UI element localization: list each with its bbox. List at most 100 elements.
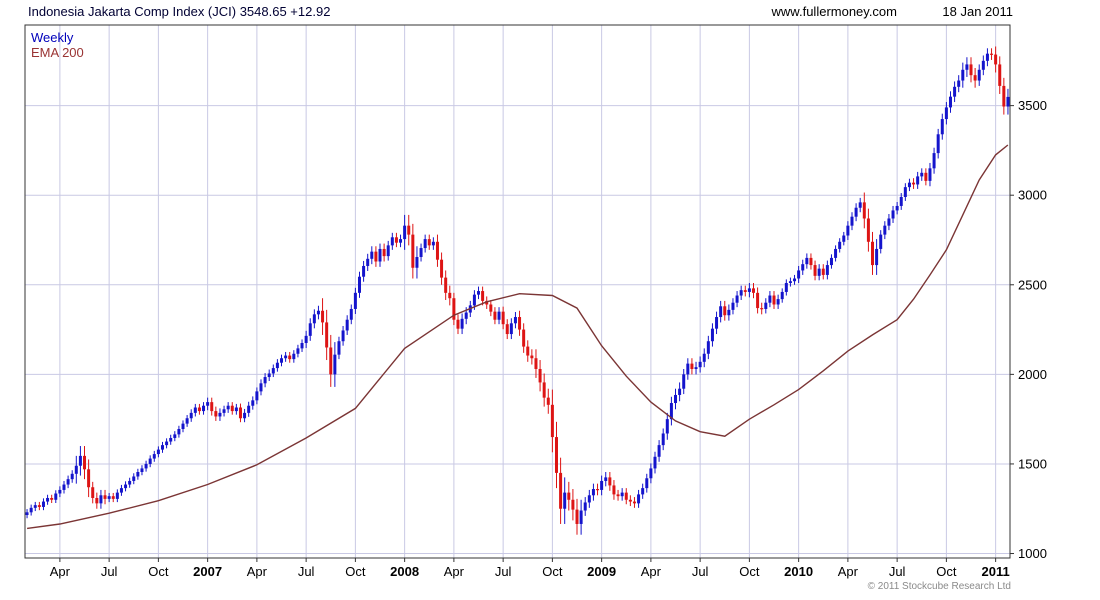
candle-body (423, 239, 427, 249)
candle-body (202, 405, 206, 412)
candle-body (349, 308, 353, 320)
candle-body (185, 418, 189, 424)
candle-body (694, 367, 698, 369)
candle-body (411, 234, 415, 268)
y-axis-label: 3500 (1018, 98, 1047, 113)
candle-body (156, 449, 160, 455)
candle-body (862, 202, 866, 219)
candle-body (394, 237, 398, 243)
website-link[interactable]: www.fullermoney.com (771, 4, 897, 19)
candle-body (444, 277, 448, 293)
candle-body (333, 354, 337, 375)
candle-body (957, 80, 961, 87)
candle-body (481, 291, 485, 301)
candle-body (768, 295, 772, 303)
x-axis-label: Oct (542, 564, 563, 579)
candle-body (95, 497, 99, 504)
candle-body (316, 310, 320, 315)
candle-body (571, 499, 575, 510)
candle-body (793, 278, 797, 282)
chart-legend: Weekly EMA 200 (31, 30, 84, 60)
candle-body (715, 317, 719, 329)
candle-body (990, 53, 994, 55)
candle-body (825, 265, 829, 275)
candle-body (403, 225, 407, 240)
candle-body (62, 484, 66, 490)
candle-body (222, 409, 226, 413)
candle-body (530, 355, 534, 359)
candle-body (210, 402, 214, 412)
x-axis-label: Oct (148, 564, 169, 579)
candle-body (456, 319, 460, 329)
candle-body (604, 477, 608, 481)
candle-body (928, 168, 932, 181)
candle-body (427, 239, 431, 246)
copyright-notice: © 2011 Stockcube Research Ltd (867, 581, 1011, 592)
candle-body (616, 494, 620, 497)
candle-body (895, 205, 899, 211)
candle-body (83, 455, 87, 470)
candle-body (575, 509, 579, 524)
candle-body (522, 329, 526, 347)
candle-body (916, 176, 920, 185)
candle-body (87, 469, 91, 488)
candle-body (485, 300, 489, 305)
candle-body (776, 299, 780, 305)
legend-weekly-label: Weekly (31, 30, 74, 45)
candle-body (538, 368, 542, 383)
candle-body (998, 64, 1002, 86)
candle-body (690, 363, 694, 369)
candle-body (407, 225, 411, 235)
candle-body (226, 405, 230, 410)
candle-body (780, 291, 784, 300)
chart-date: 18 Jan 2011 (942, 4, 1013, 19)
ema-line (27, 144, 1009, 530)
x-axis-label: Apr (247, 564, 268, 579)
candle-body (288, 355, 292, 360)
candle-body (542, 382, 546, 398)
candle-body (678, 388, 682, 395)
candle-body (719, 306, 723, 318)
candle-body (160, 445, 164, 450)
candle-body (932, 153, 936, 169)
candle-body (136, 472, 140, 477)
candle-body (608, 477, 612, 486)
candle-body (743, 290, 747, 292)
x-axis-label: 2010 (784, 564, 813, 579)
candle-body (702, 353, 706, 362)
x-axis-label: Jul (692, 564, 709, 579)
candle-body (128, 480, 132, 485)
candle-body (255, 391, 259, 401)
candle-body (341, 330, 345, 342)
candle-body (612, 485, 616, 495)
candle-body (509, 323, 513, 335)
candle-body (111, 496, 115, 499)
candle-body (251, 400, 255, 406)
candle-body (735, 295, 739, 303)
candle-body (747, 288, 751, 292)
candle-body (300, 343, 304, 349)
candle-body (46, 497, 50, 502)
candle-body (296, 348, 300, 354)
candle-body (329, 347, 333, 375)
candle-body (173, 434, 177, 438)
candle-body (866, 218, 870, 242)
candle-body (140, 468, 144, 473)
candle-body (858, 202, 862, 208)
candle-body (169, 437, 173, 442)
candle-body (526, 346, 530, 356)
candle-body (883, 225, 887, 235)
x-axis-label: Apr (444, 564, 465, 579)
candle-body (596, 489, 600, 491)
candle-body (181, 423, 185, 430)
candle-body (838, 241, 842, 249)
candle-body (218, 412, 222, 417)
candle-body (821, 268, 825, 275)
candle-body (419, 248, 423, 258)
x-axis-label: Apr (641, 564, 662, 579)
candle-body (899, 196, 903, 206)
candle-body (263, 377, 267, 384)
candle-body (674, 394, 678, 404)
candle-body (817, 268, 821, 276)
